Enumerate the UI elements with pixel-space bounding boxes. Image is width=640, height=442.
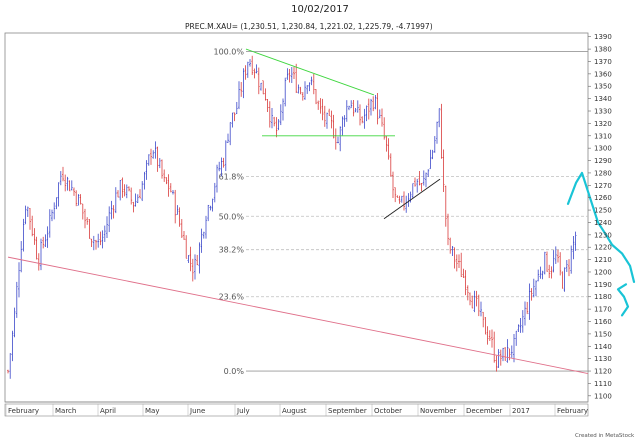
y-tick-label-19: 1290	[594, 157, 612, 165]
y-tick-label-25: 1350	[594, 83, 612, 91]
trendlines	[7, 48, 589, 374]
fib-grid: 100.0% 61.8% 50.0% 38.2% 23.6% 0.0%	[213, 48, 588, 376]
y-tick-label-28: 1380	[594, 46, 612, 54]
x-tick-label-10: December	[466, 407, 502, 415]
trendline-0	[245, 48, 375, 96]
y-tick-label-6: 1160	[594, 318, 612, 326]
trendline-3	[7, 256, 589, 374]
y-tick-label-17: 1270	[594, 182, 612, 190]
ohlc-bars	[7, 55, 577, 379]
y-tick-label-12: 1220	[594, 244, 612, 252]
y-tick-label-18: 1280	[594, 169, 612, 177]
y-tick-label-21: 1310	[594, 132, 612, 140]
x-axis: February March April May June July August Septe…	[5, 404, 588, 416]
fib-label-3: 38.2%	[219, 246, 245, 255]
y-tick-label-20: 1300	[594, 145, 612, 153]
y-tick-label-9: 1190	[594, 281, 612, 289]
fib-label-4: 23.6%	[219, 293, 245, 302]
symbol-info: PREC.M.XAU= (1,230.51, 1,230.84, 1,221.0…	[185, 22, 433, 31]
y-tick-label-11: 1210	[594, 256, 612, 264]
x-tick-label-9: November	[420, 407, 457, 415]
y-tick-label-15: 1250	[594, 207, 612, 215]
chart-frame	[4, 32, 589, 417]
y-tick-label-1: 1110	[594, 380, 612, 388]
freehand-annotation-1	[616, 283, 630, 317]
credit-text: Created in MetaStock	[575, 433, 635, 439]
fib-label-5: 0.0%	[224, 367, 245, 376]
fib-label-0: 100.0%	[213, 48, 244, 57]
x-tick-label-7: September	[328, 407, 367, 415]
fib-label-2: 50.0%	[219, 212, 245, 221]
y-tick-label-2: 1120	[594, 368, 612, 376]
fib-label-1: 61.8%	[219, 173, 245, 182]
y-tick-label-4: 1140	[594, 343, 612, 351]
y-tick-label-24: 1340	[594, 95, 612, 103]
x-tick-label-2: April	[100, 407, 116, 415]
annotations	[566, 171, 636, 317]
y-tick-label-14: 1240	[594, 219, 612, 227]
x-tick-label-1: March	[55, 407, 76, 415]
x-tick-label-0: February	[8, 407, 39, 415]
chart-date-title: 10/02/2017	[291, 4, 349, 15]
y-tick-label-8: 1180	[594, 293, 612, 301]
y-tick-label-22: 1320	[594, 120, 612, 128]
y-tick-label-23: 1330	[594, 108, 612, 116]
x-tick-label-12: February	[557, 407, 588, 415]
trendline-2	[383, 178, 441, 220]
x-tick-label-11: 2017	[512, 407, 530, 415]
y-tick-label-0: 1100	[594, 392, 612, 400]
y-tick-label-29: 1390	[594, 33, 612, 41]
y-tick-label-27: 1370	[594, 58, 612, 66]
x-tick-label-4: June	[189, 407, 205, 415]
x-tick-label-8: October	[374, 407, 402, 415]
y-tick-label-5: 1150	[594, 330, 612, 338]
y-tick-label-3: 1130	[594, 355, 612, 363]
freehand-annotation-0	[566, 171, 636, 283]
y-tick-label-10: 1200	[594, 268, 612, 276]
x-tick-label-3: May	[145, 407, 159, 415]
y-tick-label-26: 1360	[594, 70, 612, 78]
y-tick-label-7: 1170	[594, 306, 612, 314]
x-tick-label-5: July	[236, 407, 250, 415]
x-axis-band	[4, 403, 589, 417]
y-axis: 1100 1110 1120 1130 1140 1150 1160 1170 1180 1190…	[588, 33, 612, 400]
y-tick-label-13: 1230	[594, 231, 612, 239]
y-tick-label-16: 1260	[594, 194, 612, 202]
x-tick-label-6: August	[282, 407, 307, 415]
